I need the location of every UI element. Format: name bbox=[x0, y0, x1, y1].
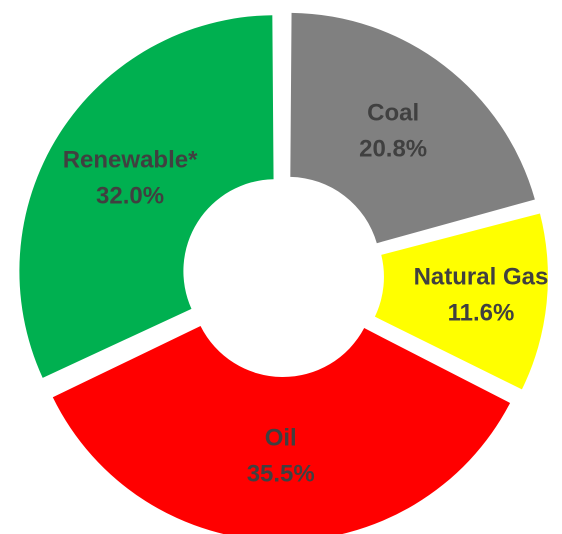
donut-slice bbox=[290, 12, 535, 244]
donut-slice bbox=[52, 325, 511, 534]
donut-slice bbox=[374, 213, 548, 390]
donut-slice bbox=[19, 15, 274, 378]
slice-label: Renewable* bbox=[63, 147, 198, 174]
value-label: 35.5% bbox=[247, 460, 315, 487]
slice-label: Coal bbox=[367, 100, 419, 127]
slice-label: Oil bbox=[265, 424, 297, 451]
slice-label: Natural Gas bbox=[414, 264, 549, 291]
value-label: 32.0% bbox=[96, 183, 164, 210]
value-label: 20.8% bbox=[359, 136, 427, 163]
value-label: 11.6% bbox=[448, 300, 515, 327]
